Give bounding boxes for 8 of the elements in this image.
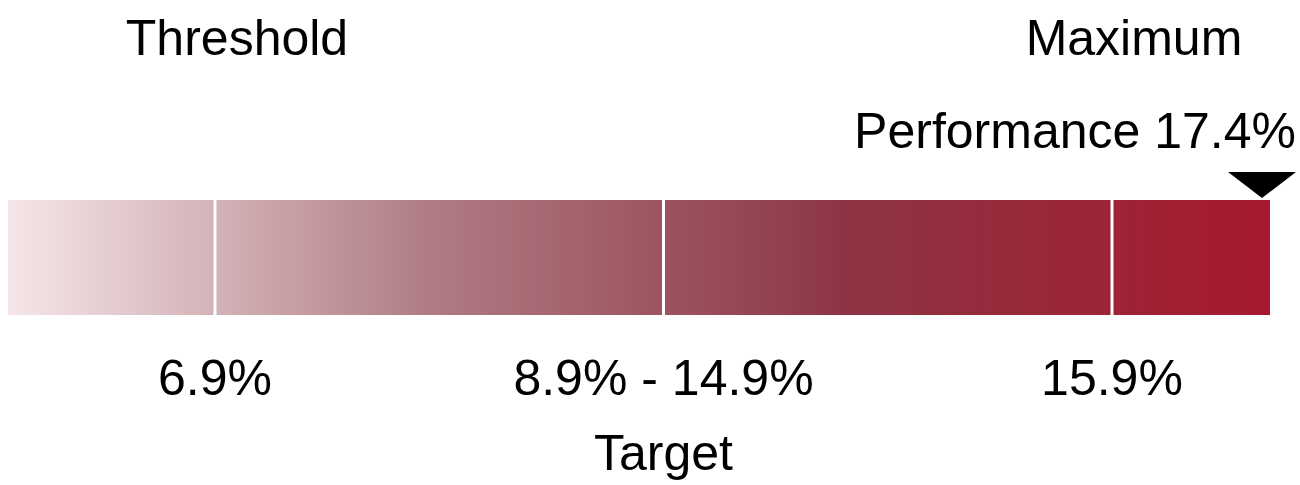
data-label: 8.9% - 14.9% (513, 350, 814, 406)
data-label: 17.4% (1154, 103, 1296, 159)
category-label: Performance (854, 103, 1141, 159)
data-label: 6.9% (158, 350, 272, 406)
category-label: Target (594, 425, 734, 481)
category-label: Maximum (1025, 10, 1243, 66)
category-label: Threshold (125, 10, 349, 66)
data-label: 15.9% (1041, 350, 1183, 406)
